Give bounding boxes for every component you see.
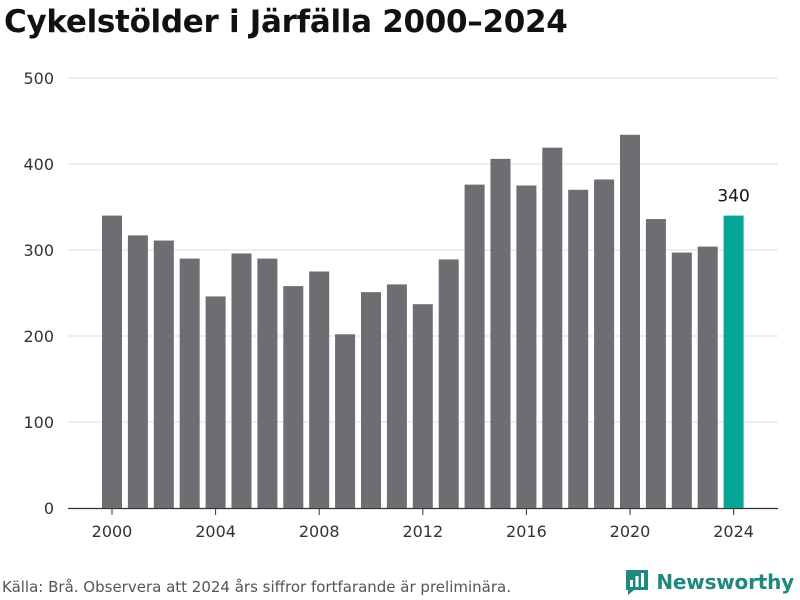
bar-2017 [542,147,563,508]
x-tick-label: 2012 [402,522,443,541]
y-tick-label: 500 [23,69,54,88]
brand-name: Newsworthy [656,570,794,594]
bar-2005 [231,253,252,508]
bar-2001 [127,235,148,508]
bar-2015 [490,158,511,508]
bar-2019 [594,179,615,509]
newsworthy-logo-icon [626,570,649,595]
bar-2018 [568,189,589,509]
brand-logo[interactable]: Newsworthy [624,568,794,596]
data-labels: 340 [717,187,749,207]
x-tick-label: 2024 [713,522,754,541]
y-tick-label: 400 [23,155,54,174]
bars [102,134,744,509]
x-tick-label: 2020 [610,522,651,541]
source-note: Källa: Brå. Observera att 2024 års siffr… [2,578,511,596]
bar-2011 [386,284,407,508]
y-tick-label: 0 [44,499,54,518]
bar-2013 [438,259,459,508]
bar-2022 [671,252,692,508]
x-axis-ticks: 2000 2004 2008 2012 2016 2020 2024 [92,509,754,541]
y-tick-label: 100 [23,413,54,432]
bar-2024 [723,215,744,508]
bar-2010 [361,292,381,508]
bar-2014 [464,184,485,508]
bar-2007 [283,286,304,508]
chart-title: Cykelstölder i Järfälla 2000–2024 [4,4,568,40]
bar-2012 [412,304,433,508]
x-tick-label: 2000 [92,522,133,541]
bar-2009 [335,334,356,508]
x-tick-label: 2016 [506,522,547,541]
bar-2002 [153,240,174,509]
y-tick-label: 200 [23,327,54,346]
bar-2016 [516,185,537,508]
bar-2004 [205,296,226,508]
y-tick-label: 300 [23,241,54,260]
x-tick-label: 2008 [299,522,340,541]
bar-2008 [309,271,330,508]
bar-2000 [102,215,122,508]
bar-2023 [697,246,718,508]
y-axis-ticks: 0 100 200 300 400 500 [23,69,54,518]
x-tick-label: 2004 [195,522,236,541]
highlight-data-label: 340 [717,187,749,207]
bar-2006 [257,258,278,508]
bar-2020 [620,134,640,508]
bar-2003 [179,258,200,508]
bar-2021 [645,219,666,509]
